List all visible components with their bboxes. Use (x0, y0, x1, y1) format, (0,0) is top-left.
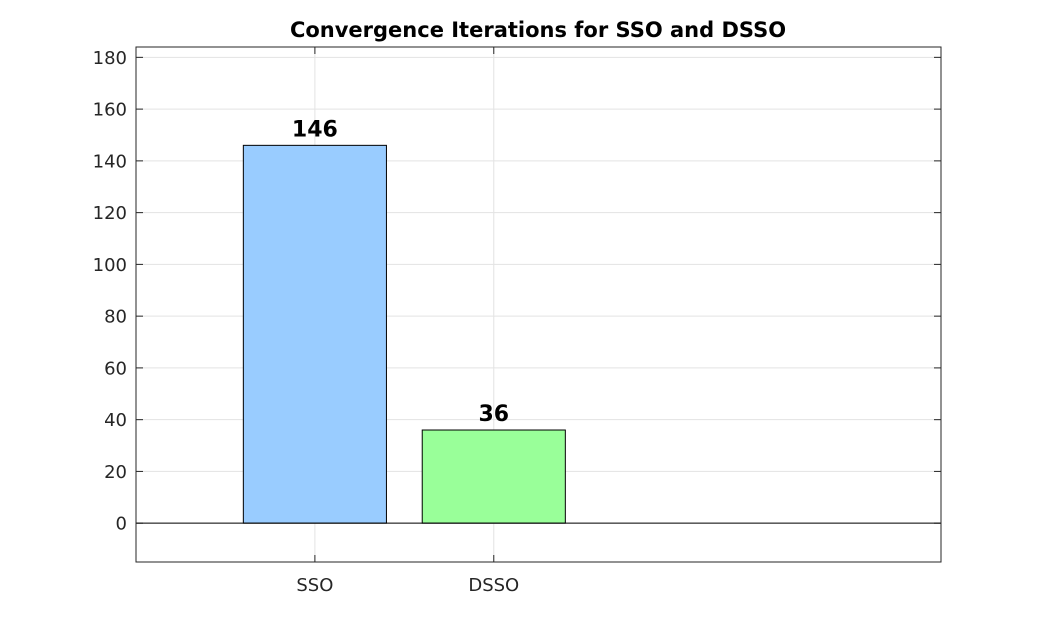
y-tick-label: 140 (93, 151, 127, 172)
chart-title: Convergence Iterations for SSO and DSSO (290, 18, 786, 42)
x-tick-label: SSO (296, 575, 333, 596)
y-tick-label: 20 (104, 462, 127, 483)
bars (242, 144, 566, 524)
y-tick-label: 160 (93, 100, 127, 121)
y-tick-label: 120 (93, 203, 127, 224)
y-tick-label: 0 (116, 514, 127, 535)
bar (421, 429, 566, 524)
axes: 0 20 40 60 80 100 120 140 160 180 SSO DSSO (93, 46, 942, 596)
y-tick-label: 100 (93, 255, 127, 276)
data-labels: 146 36 (292, 117, 509, 427)
data-label: 36 (478, 402, 509, 427)
y-tick-label: 60 (104, 358, 127, 379)
y-tick-label: 80 (104, 307, 127, 328)
x-tick-label: DSSO (468, 575, 519, 596)
bar (242, 144, 387, 524)
y-tick-label: 180 (93, 48, 127, 69)
y-tick-label: 40 (104, 410, 127, 431)
data-label: 146 (292, 117, 338, 142)
axes-box (135, 46, 942, 563)
